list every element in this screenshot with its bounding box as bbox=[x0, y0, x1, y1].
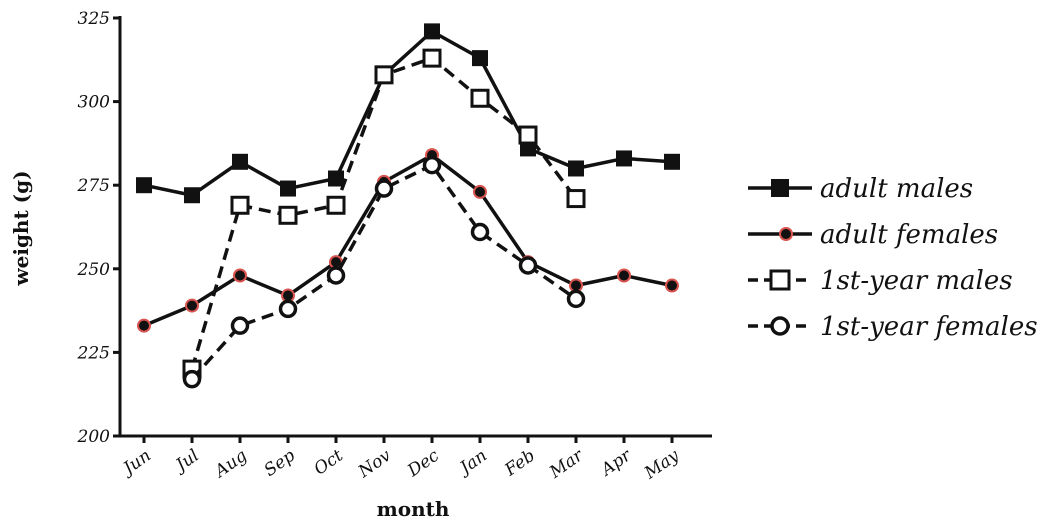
x-tick-label: Nov bbox=[354, 445, 395, 482]
data-point-1st-year-females bbox=[470, 222, 490, 242]
data-point-1st-year-females bbox=[326, 266, 346, 285]
x-tick-label: Apr bbox=[596, 445, 635, 481]
axes: 200 225 250 275 300 325 Jun Jul Aug Sep Oct Nov Dec J… bbox=[77, 9, 712, 484]
legend-label: 1st-year males bbox=[820, 266, 1013, 296]
x-tick-label: Mar bbox=[545, 445, 587, 483]
y-axis-title: weight (g) bbox=[9, 170, 33, 286]
data-point-1st-year-females bbox=[518, 256, 538, 275]
legend-item-adult-males: adult males bbox=[748, 174, 973, 204]
x-tick-label: Oct bbox=[311, 446, 347, 480]
x-tick-label: May bbox=[640, 445, 683, 483]
y-tick-label: 300 bbox=[78, 93, 111, 113]
x-tick-label: Jul bbox=[170, 446, 203, 477]
legend-marker bbox=[771, 179, 789, 197]
data-point-1st-year-females bbox=[374, 179, 394, 198]
legend-label: 1st-year females bbox=[820, 312, 1038, 342]
data-point-1st-year-males bbox=[374, 65, 394, 85]
data-point-adult-females bbox=[233, 268, 247, 283]
data-point-adult-females bbox=[665, 278, 679, 293]
series-1st-year-males bbox=[182, 48, 586, 379]
y-tick-label: 225 bbox=[77, 343, 110, 363]
data-point-1st-year-females bbox=[182, 369, 202, 389]
legend-item-1st-year-males: 1st-year males bbox=[748, 266, 1013, 296]
data-point-adult-males bbox=[616, 150, 632, 167]
data-point-adult-females bbox=[185, 298, 199, 313]
x-tick-label: Aug bbox=[210, 446, 251, 483]
data-point-1st-year-males bbox=[422, 48, 442, 68]
x-tick-label: Dec bbox=[403, 445, 443, 481]
x-tick-label: Feb bbox=[501, 446, 539, 481]
data-point-adult-males bbox=[280, 180, 296, 197]
data-point-adult-males bbox=[136, 177, 152, 194]
data-point-1st-year-males bbox=[566, 189, 586, 209]
series-layer bbox=[136, 23, 680, 389]
series-line-adult-males bbox=[143, 29, 673, 197]
y-tick-label: 200 bbox=[77, 427, 111, 447]
data-point-adult-males bbox=[232, 153, 248, 170]
data-point-adult-males bbox=[424, 23, 440, 40]
data-point-1st-year-males bbox=[518, 125, 538, 145]
data-point-1st-year-males bbox=[470, 88, 490, 108]
y-tick-label: 325 bbox=[78, 9, 110, 29]
data-point-1st-year-males bbox=[278, 205, 298, 225]
legend-marker bbox=[770, 316, 790, 336]
data-point-adult-males bbox=[328, 170, 344, 187]
legend-item-adult-females: adult females bbox=[748, 220, 998, 250]
legend: adult males adult females 1st-year males 1s… bbox=[748, 174, 1038, 342]
data-point-1st-year-females bbox=[566, 289, 586, 309]
data-point-1st-year-males bbox=[230, 195, 250, 215]
legend-marker bbox=[769, 269, 791, 291]
data-point-adult-males bbox=[184, 187, 200, 204]
data-point-1st-year-females bbox=[278, 299, 298, 319]
series-1st-year-females bbox=[182, 155, 586, 389]
x-axis-title: month bbox=[377, 497, 450, 521]
data-point-adult-females bbox=[473, 184, 487, 199]
y-tick-label: 250 bbox=[77, 260, 111, 280]
x-tick-label: Sep bbox=[261, 446, 299, 481]
data-point-adult-females bbox=[617, 268, 631, 283]
legend-label: adult males bbox=[820, 174, 973, 204]
legend-marker bbox=[779, 227, 793, 241]
legend-item-1st-year-females: 1st-year females bbox=[748, 312, 1038, 342]
x-tick-label: Jan bbox=[454, 446, 491, 480]
y-tick-label: 275 bbox=[77, 176, 110, 196]
data-point-1st-year-females bbox=[422, 155, 442, 175]
series-adult-females bbox=[137, 148, 679, 333]
data-point-adult-males bbox=[664, 153, 680, 170]
data-point-adult-males bbox=[472, 50, 488, 67]
data-point-1st-year-males bbox=[326, 195, 346, 215]
data-point-adult-females bbox=[137, 318, 151, 333]
series-line-adult-females bbox=[143, 153, 673, 328]
data-point-adult-males bbox=[568, 160, 584, 177]
legend-label: adult females bbox=[820, 220, 998, 250]
data-point-1st-year-females bbox=[230, 316, 250, 335]
x-tick-label: Jun bbox=[117, 446, 154, 481]
